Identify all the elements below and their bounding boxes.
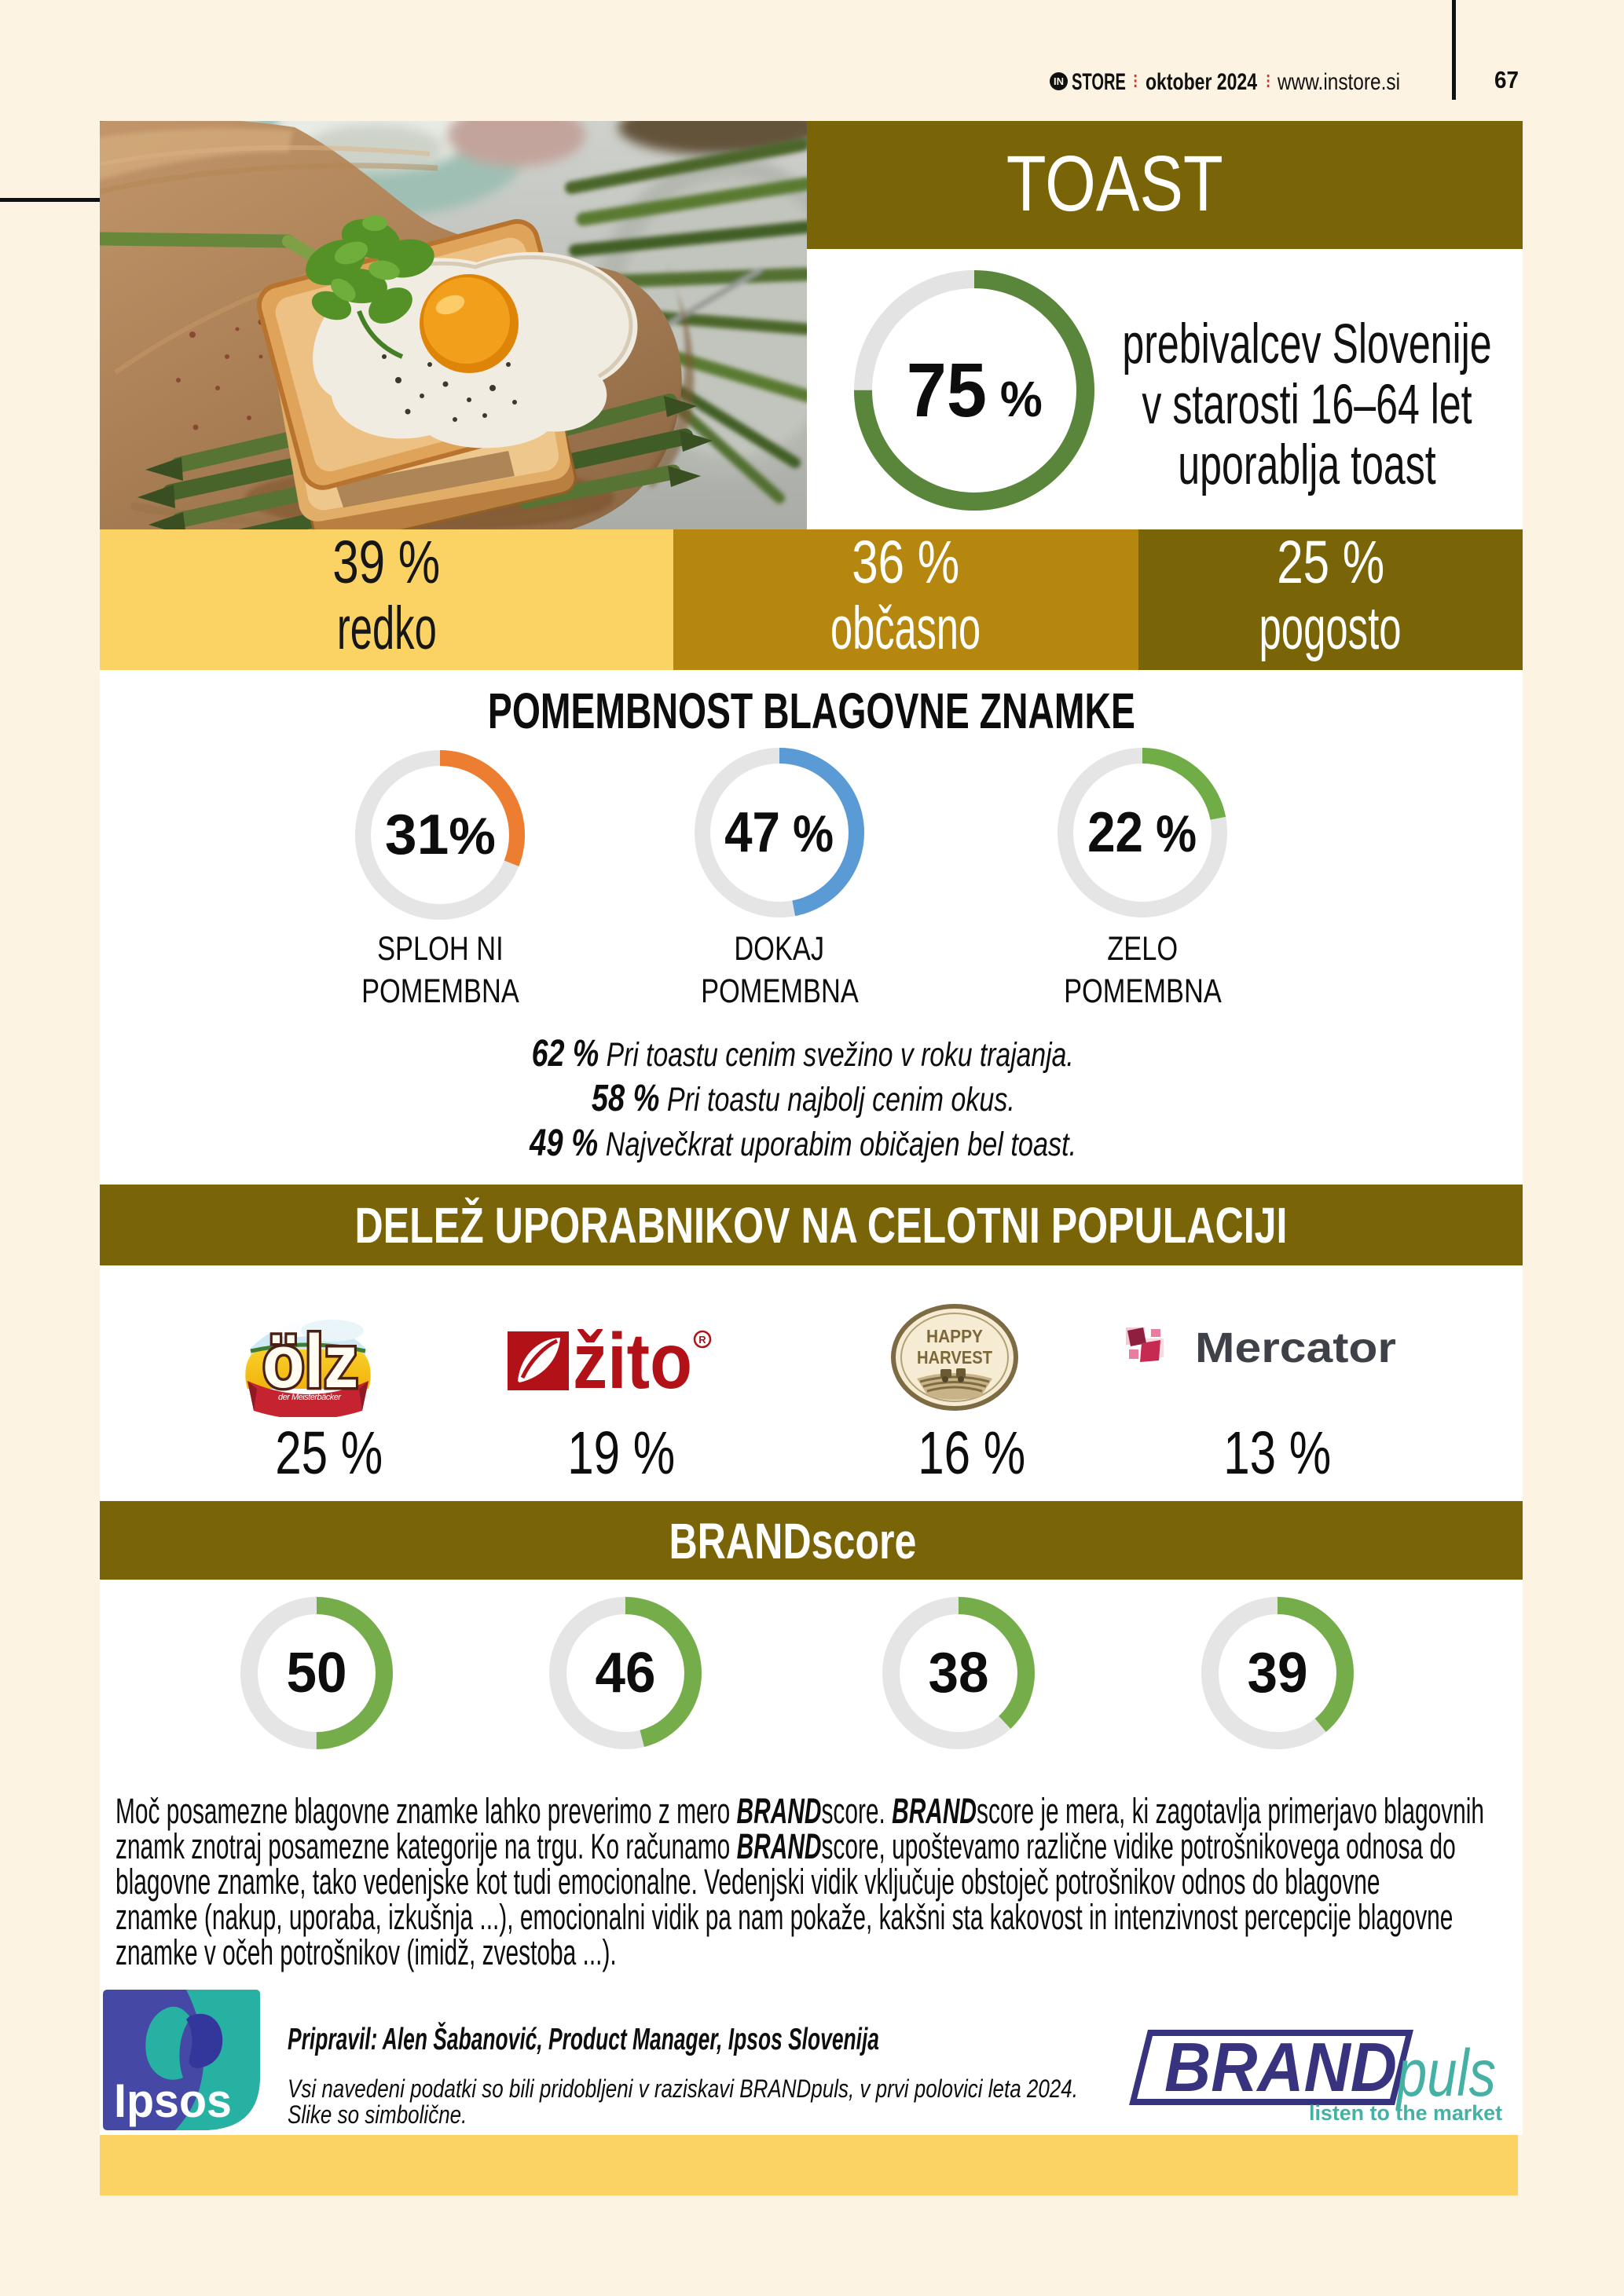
- svg-text:R: R: [698, 1334, 706, 1346]
- svg-text:HAPPY: HAPPY: [926, 1326, 983, 1346]
- svg-text:žito: žito: [573, 1326, 692, 1392]
- svg-text:Mercator: Mercator: [1195, 1324, 1396, 1371]
- svg-text:HARVEST: HARVEST: [917, 1347, 992, 1368]
- svg-text:Ipsos: Ipsos: [114, 2074, 232, 2127]
- svg-text:listen to the market: listen to the market: [1309, 2101, 1502, 2125]
- svg-text:puls: puls: [1395, 2036, 1496, 2110]
- svg-text:BRAND: BRAND: [1164, 2028, 1397, 2106]
- svg-text:ölz: ölz: [262, 1320, 358, 1404]
- svg-text:der Meisterbäcker: der Meisterbäcker: [278, 1393, 342, 1402]
